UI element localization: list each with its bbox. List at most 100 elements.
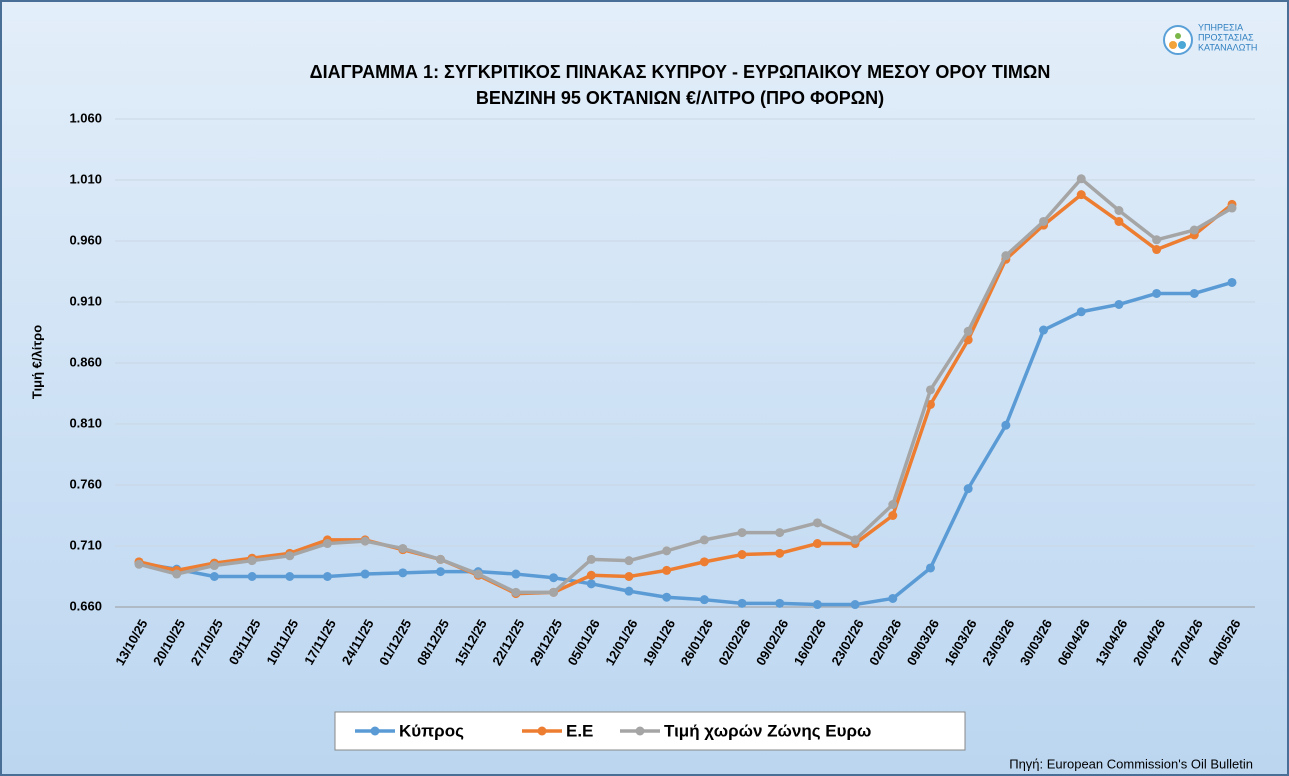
point: [699, 595, 709, 605]
legend-swatch-dot: [635, 726, 645, 736]
legend-label: Κύπρος: [399, 721, 464, 740]
point: [775, 598, 785, 608]
point: [1001, 420, 1011, 430]
point: [812, 539, 822, 549]
logo-dot: [1178, 41, 1186, 49]
point: [624, 586, 634, 596]
point: [247, 556, 257, 566]
source: Πηγή: European Commission's Oil Bulletin: [1009, 756, 1253, 771]
y-tick-label: 0.760: [69, 476, 102, 491]
point: [360, 536, 370, 546]
legend-label: Τιμή χωρών Ζώνης Ευρω: [664, 721, 871, 740]
point: [888, 500, 898, 510]
y-tick-label: 0.710: [69, 537, 102, 552]
chart-title: ΒΕΝΖΙΝΗ 95 ΟΚΤΑΝΙΩΝ €/ΛΙΤΡΟ (ΠΡΟ ΦΟΡΩΝ): [476, 88, 884, 108]
point: [285, 551, 295, 561]
point: [888, 593, 898, 603]
point: [549, 573, 559, 583]
point: [812, 518, 822, 528]
point: [398, 568, 408, 578]
point: [322, 539, 332, 549]
point: [925, 385, 935, 395]
legend-label: Ε.Ε: [566, 721, 593, 740]
point: [737, 528, 747, 538]
logo-text: ΚΑΤΑΝΑΛΩΤΗ: [1198, 42, 1257, 52]
y-tick-label: 0.660: [69, 598, 102, 613]
point: [1076, 190, 1086, 200]
point: [925, 563, 935, 573]
series-line: [138, 280, 1233, 607]
point: [850, 535, 860, 545]
logo: ΥΠΗΡΕΣΙΑ ΠΡΟΣΤΑΣΙΑΣ ΚΑΤΑΝΑΛΩΤΗ: [1163, 22, 1257, 55]
point: [134, 559, 144, 569]
y-tick-label: 0.860: [69, 354, 102, 369]
point: [775, 548, 785, 558]
point: [624, 556, 634, 566]
point: [963, 484, 973, 494]
point: [172, 569, 182, 579]
point: [1152, 235, 1162, 245]
point: [737, 598, 747, 608]
point: [737, 550, 747, 560]
y-tick-label: 0.960: [69, 232, 102, 247]
legend-swatch-dot: [537, 726, 547, 736]
point: [1114, 299, 1124, 309]
point: [662, 546, 672, 556]
point: [1189, 225, 1199, 235]
point: [1076, 174, 1086, 184]
series-line: [138, 177, 1233, 595]
point: [586, 579, 596, 589]
point: [1076, 307, 1086, 317]
point: [436, 554, 446, 564]
point: [1227, 203, 1237, 213]
point: [1114, 216, 1124, 226]
y-tick-label: 1.060: [69, 110, 102, 125]
point: [360, 569, 370, 579]
point: [888, 511, 898, 520]
logo-dot: [1169, 41, 1177, 49]
point: [473, 569, 483, 579]
point: [511, 587, 521, 597]
point: [1189, 288, 1199, 298]
logo-icon: [1163, 25, 1193, 55]
point: [1152, 245, 1162, 255]
point: [1001, 251, 1011, 261]
point: [624, 572, 634, 581]
point: [1152, 288, 1162, 298]
series-line: [138, 192, 1234, 596]
point: [511, 569, 521, 579]
logo-text: ΠΡΟΣΤΑΣΙΑΣ: [1198, 32, 1254, 42]
point: [549, 587, 559, 597]
point: [850, 600, 860, 610]
point: [285, 572, 295, 581]
point: [209, 572, 219, 581]
y-tick-label: 0.810: [69, 415, 102, 430]
point: [322, 572, 332, 581]
point: [586, 570, 596, 580]
point: [775, 528, 785, 538]
point: [1039, 216, 1049, 226]
logo-text: ΥΠΗΡΕΣΙΑ: [1198, 22, 1243, 32]
point: [1039, 325, 1049, 335]
y-axis-label: Τιμή €/λίτρο: [29, 325, 44, 399]
point: [1114, 206, 1124, 215]
legend-swatch-dot: [370, 726, 380, 736]
point: [209, 561, 219, 571]
y-tick-label: 1.010: [69, 171, 102, 186]
point: [662, 565, 672, 575]
point: [586, 554, 596, 564]
logo-dot: [1175, 33, 1181, 39]
point: [812, 600, 822, 610]
point: [1227, 277, 1237, 287]
point: [436, 567, 446, 577]
point: [699, 557, 709, 567]
point: [699, 535, 709, 545]
point: [398, 543, 408, 553]
chart-title: ΔΙΑΓΡΑΜΜΑ 1: ΣΥΓΚΡΙΤΙΚΟΣ ΠΙΝΑΚΑΣ ΚΥΠΡΟΥ …: [310, 62, 1051, 82]
point: [662, 592, 672, 602]
point: [963, 326, 973, 336]
y-tick-label: 0.910: [69, 293, 102, 308]
